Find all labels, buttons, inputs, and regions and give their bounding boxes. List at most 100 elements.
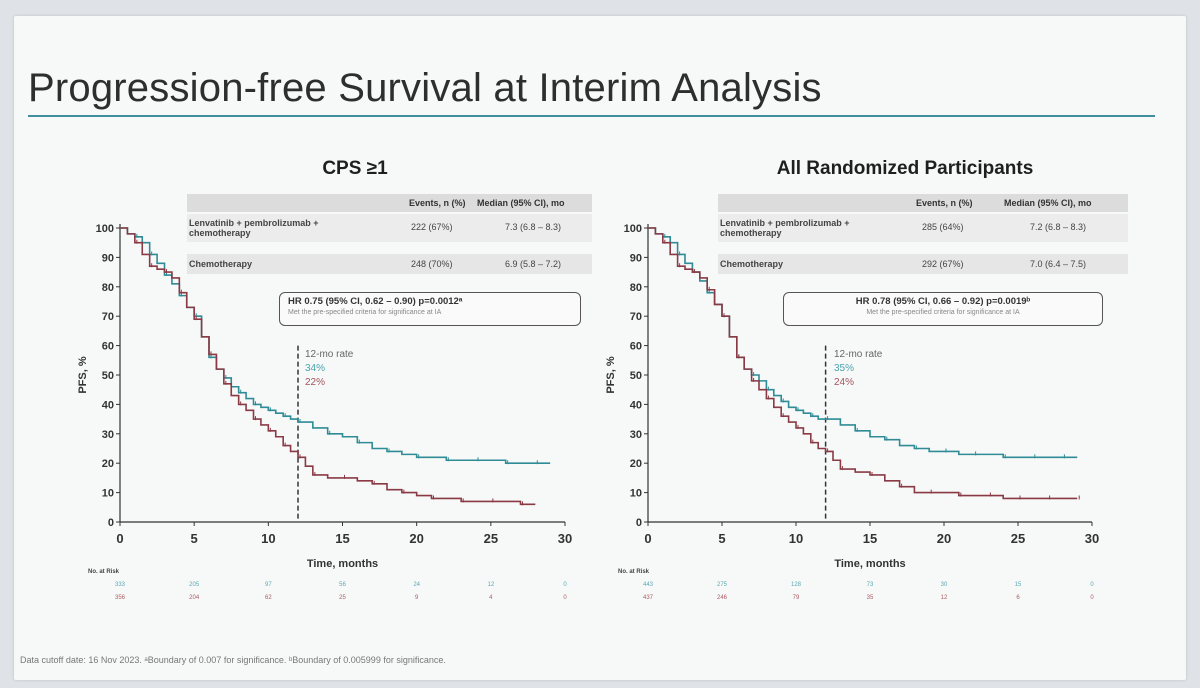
rate-label: 12-mo rate xyxy=(305,349,354,360)
events-chemo: 292 (67%) xyxy=(922,259,964,269)
arm-label-chemo: Chemotherapy xyxy=(720,259,784,269)
legend-row-lenva: Lenvatinib + pembrolizumab + chemotherap… xyxy=(187,214,592,242)
risk-count: 275 xyxy=(716,582,727,588)
y-tick-label: 0 xyxy=(636,517,642,529)
risk-label: No. at Risk xyxy=(88,569,120,575)
rate-block-cps: 12-mo rate 34% 22% xyxy=(305,348,353,390)
events-lenva: 285 (64%) xyxy=(922,222,964,232)
risk-count: 0 xyxy=(1090,582,1094,588)
hazard-ratio-text: HR 0.75 (95% CI, 0.62 – 0.90) p=0.0012ᵃ xyxy=(288,296,463,307)
risk-count: 204 xyxy=(189,595,200,601)
rate-block-all: 12-mo rate 35% 24% xyxy=(834,348,882,390)
risk-count: 443 xyxy=(642,582,653,588)
risk-count: 25 xyxy=(339,595,346,601)
y-tick-label: 60 xyxy=(630,341,642,353)
y-tick-label: 60 xyxy=(102,341,114,353)
legend-header: Events, n (%) Median (95% CI), mo xyxy=(718,194,1128,212)
risk-count: 62 xyxy=(264,595,272,601)
risk-count: 97 xyxy=(264,582,272,588)
y-tick-label: 30 xyxy=(102,429,114,441)
legend-row-chemo: Chemotherapy 248 (70%) 6.9 (5.8 – 7.2) xyxy=(187,254,592,274)
legend-table-all: Events, n (%) Median (95% CI), mo Lenvat… xyxy=(718,194,1128,274)
median-lenva: 7.3 (6.8 – 8.3) xyxy=(505,222,562,232)
legend-row-chemo: Chemotherapy 292 (67%) 7.0 (6.4 – 7.5) xyxy=(718,254,1128,274)
y-tick-label: 50 xyxy=(630,370,642,382)
x-tick-label: 20 xyxy=(409,531,423,546)
median-header: Median (95% CI), mo xyxy=(477,198,565,208)
x-tick-label: 15 xyxy=(335,531,349,546)
x-tick-label: 5 xyxy=(191,531,198,546)
y-tick-label: 0 xyxy=(108,517,114,529)
legend-header: Events, n (%) Median (95% CI), mo xyxy=(187,194,592,212)
median-chemo: 6.9 (5.8 – 7.2) xyxy=(505,259,562,269)
risk-count: 56 xyxy=(339,582,346,588)
risk-count: 437 xyxy=(642,595,653,601)
risk-count: 15 xyxy=(1014,582,1022,588)
panel-title-all: All Randomized Participants xyxy=(776,158,1034,179)
panel-title-cps: CPS ≥1 xyxy=(322,158,388,179)
risk-count: 30 xyxy=(940,582,948,588)
x-axis-label: Time, months xyxy=(307,558,378,570)
y-tick-label: 100 xyxy=(96,223,114,235)
risk-count: 0 xyxy=(563,582,567,588)
km-curve-chemotherapy xyxy=(120,227,536,506)
y-tick-label: 50 xyxy=(102,370,114,382)
hazard-ratio-box-cps: HR 0.75 (95% CI, 0.62 – 0.90) p=0.0012ᵃ … xyxy=(279,292,581,326)
x-tick-label: 15 xyxy=(863,531,877,546)
risk-count: 6 xyxy=(1016,595,1020,601)
y-tick-label: 90 xyxy=(102,252,114,264)
risk-label: No. at Risk xyxy=(618,569,650,575)
events-lenva: 222 (67%) xyxy=(411,222,453,232)
risk-count: 4 xyxy=(489,595,493,601)
legend-table-cps: Events, n (%) Median (95% CI), mo Lenvat… xyxy=(187,194,592,274)
km-curve-lenvatinib xyxy=(648,227,1078,459)
y-tick-label: 70 xyxy=(630,311,642,323)
risk-count: 79 xyxy=(792,595,800,601)
x-tick-label: 5 xyxy=(718,531,725,546)
risk-count: 0 xyxy=(1090,595,1094,601)
risk-count: 0 xyxy=(563,595,567,601)
risk-count: 356 xyxy=(114,595,125,601)
rate-label: 12-mo rate xyxy=(834,349,883,360)
arm-label-lenva: Lenvatinib + pembrolizumab + chemotherap… xyxy=(720,218,850,238)
x-tick-label: 0 xyxy=(116,531,123,546)
risk-count: 128 xyxy=(790,582,801,588)
y-tick-label: 70 xyxy=(102,311,114,323)
y-tick-label: 90 xyxy=(630,252,642,264)
x-tick-label: 30 xyxy=(558,531,572,546)
y-tick-label: 20 xyxy=(630,458,642,470)
y-axis-label: PFS, % xyxy=(605,356,617,394)
chart-0: 0 10 20 30 40 50 60 70 80 90 100 0 5 10 15 20 25 30 Time, … xyxy=(77,223,572,570)
y-tick-label: 30 xyxy=(630,429,642,441)
significance-note: Met the pre-specified criteria for signi… xyxy=(866,309,1020,316)
risk-count: 24 xyxy=(413,582,420,588)
legend-row-lenva: Lenvatinib + pembrolizumab + chemotherap… xyxy=(718,214,1128,242)
rate-lenva: 35% xyxy=(834,363,855,374)
y-tick-label: 10 xyxy=(102,488,114,500)
risk-count: 73 xyxy=(866,582,874,588)
y-tick-label: 80 xyxy=(630,282,642,294)
risk-count: 9 xyxy=(414,595,419,601)
y-axis-label: PFS, % xyxy=(77,356,89,394)
y-tick-label: 80 xyxy=(102,282,114,294)
x-tick-label: 0 xyxy=(644,531,651,546)
y-tick-label: 10 xyxy=(630,488,642,500)
x-tick-label: 10 xyxy=(789,531,803,546)
rate-lenva: 34% xyxy=(305,363,326,374)
arm-label-chemo: Chemotherapy xyxy=(189,259,253,269)
events-header: Events, n (%) xyxy=(916,198,973,208)
risk-count: 205 xyxy=(189,582,200,588)
risk-count: 246 xyxy=(716,595,727,601)
events-header: Events, n (%) xyxy=(409,198,466,208)
hazard-ratio-text: HR 0.78 (95% CI, 0.66 – 0.92) p=0.0019ᵇ xyxy=(855,296,1031,307)
significance-note: Met the pre-specified criteria for signi… xyxy=(288,309,442,316)
x-tick-label: 10 xyxy=(261,531,275,546)
risk-count: 12 xyxy=(940,595,948,601)
km-curve-chemotherapy xyxy=(648,227,1078,500)
footnote: Data cutoff date: 16 Nov 2023. ᵃBoundary… xyxy=(20,655,446,665)
x-tick-label: 25 xyxy=(1011,531,1025,546)
risk-count: 12 xyxy=(487,582,495,588)
chart-1: 0 10 20 30 40 50 60 70 80 90 100 0 5 10 15 20 25 30 Time, … xyxy=(605,223,1099,570)
x-axis-label: Time, months xyxy=(834,558,905,570)
